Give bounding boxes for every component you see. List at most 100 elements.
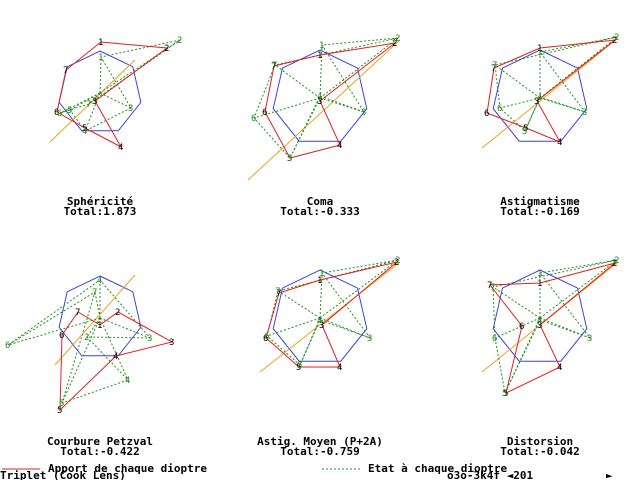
state-polyline: [59, 39, 181, 132]
panel-total: Total:-0.333: [280, 205, 359, 218]
panel-total: Total:1.873: [64, 205, 137, 218]
contribution-node-label: 5: [296, 363, 301, 373]
state-spoke: [99, 317, 151, 339]
state-node-label: 7: [272, 61, 277, 71]
contribution-node-label: 1: [317, 51, 322, 61]
contribution-node-label: 5: [523, 124, 528, 134]
contribution-node-label: 6: [59, 331, 64, 341]
contribution-node-label: 2: [164, 44, 169, 54]
contribution-node-label: 6: [519, 322, 524, 332]
state-node-label: 2: [614, 256, 619, 266]
contribution-node-label: 1: [537, 279, 542, 289]
contribution-node-label: 4: [118, 143, 123, 153]
state-spoke: [61, 317, 101, 404]
contribution-node-label: 4: [337, 363, 342, 373]
state-node-label: 2: [177, 36, 182, 46]
state-node-label: 6: [492, 334, 497, 344]
state-node-label: 4: [97, 276, 102, 286]
contribution-node-label: 3: [537, 321, 542, 331]
state-node-label: 5: [522, 127, 527, 137]
state-node-label: 4: [537, 93, 542, 103]
contribution-node-label: 3: [319, 321, 324, 331]
state-node-label: 5: [297, 361, 302, 371]
contribution-node-label: 7: [491, 64, 496, 74]
state-spoke: [99, 317, 129, 381]
contribution-node-label: 1: [97, 321, 102, 331]
contribution-node-label: 1: [537, 44, 542, 54]
contribution-node-label: 4: [557, 138, 562, 148]
heptagon-outline: [492, 269, 588, 362]
optical-axis-line: [259, 261, 401, 373]
heptagon-outline: [272, 49, 368, 142]
optical-axis-line: [54, 274, 136, 366]
state-spoke: [319, 317, 371, 339]
contribution-node-label: 3: [317, 97, 322, 107]
state-node-label: 4: [82, 127, 87, 137]
legend-state-label: Etat à chaque dioptre: [368, 462, 507, 475]
state-node-label: 2: [395, 34, 400, 44]
panel-title: Courbure Petzval: [47, 435, 153, 448]
state-spoke: [494, 64, 541, 99]
state-node-label: 3: [128, 104, 133, 114]
contribution-node-label: 7: [276, 289, 281, 299]
contribution-polyline: [489, 262, 616, 394]
contribution-node-label: 2: [612, 36, 617, 46]
contribution-node-label: 2: [394, 258, 399, 268]
contribution-node-label: 3: [92, 97, 97, 107]
panel-title: Astigmatisme: [500, 195, 580, 208]
heptagon-outline: [272, 269, 368, 362]
state-node-label: 7: [490, 283, 495, 293]
panel-title: Coma: [307, 195, 334, 208]
contribution-node-label: 6: [263, 334, 268, 344]
state-node-label: 1: [319, 269, 324, 279]
contribution-node-label: 3: [169, 338, 174, 348]
contribution-node-label: 6: [262, 108, 267, 118]
state-spoke: [266, 317, 321, 337]
state-node-label: 1: [98, 53, 103, 63]
panel-total: Total:-0.759: [280, 445, 359, 458]
state-spoke: [84, 92, 101, 132]
state-node-label: 1: [537, 269, 542, 279]
state-spoke: [319, 37, 399, 99]
state-node-label: 4: [317, 92, 322, 102]
state-node-label: 7: [275, 287, 280, 297]
contribution-node-label: 2: [612, 259, 617, 269]
state-node-label: 5: [67, 106, 72, 116]
panel-total: Total:-0.422: [60, 445, 139, 458]
lens-code-button[interactable]: o3o-3k4f ◄201: [447, 469, 533, 480]
heptagon-outline: [58, 275, 142, 357]
state-spoke: [277, 290, 321, 319]
state-spoke: [319, 259, 399, 319]
state-node-label: 4: [125, 376, 130, 386]
state-node-label: 3: [582, 108, 587, 118]
state-node-label: 2: [614, 33, 619, 43]
contribution-polyline: [486, 39, 617, 144]
state-node-label: 7: [92, 288, 97, 298]
state-node-label: 3: [147, 334, 152, 344]
optical-axis-line: [481, 37, 619, 149]
state-node-label: 5: [502, 389, 507, 399]
state-spoke: [492, 286, 541, 319]
contribution-node-label: 2: [392, 39, 397, 49]
state-node-label: 4: [317, 316, 322, 326]
state-node-label: 2: [84, 333, 89, 343]
state-node-label: 3: [587, 334, 592, 344]
state-node-label: 6: [5, 341, 10, 351]
next-arrow-button[interactable]: ►: [606, 469, 613, 480]
state-spoke: [94, 291, 101, 319]
state-spoke: [539, 317, 591, 339]
panel-title: Distorsion: [507, 435, 573, 448]
contribution-node-label: 2: [115, 308, 120, 318]
contribution-polyline: [265, 261, 398, 368]
optical-axis-line: [49, 59, 136, 143]
state-node-label: 6: [497, 104, 502, 114]
state-node-label: 5: [59, 399, 64, 409]
contribution-node-label: 6: [54, 108, 59, 118]
state-polyline: [494, 36, 618, 132]
state-polyline: [492, 259, 618, 395]
contribution-node-label: 7: [63, 66, 68, 76]
